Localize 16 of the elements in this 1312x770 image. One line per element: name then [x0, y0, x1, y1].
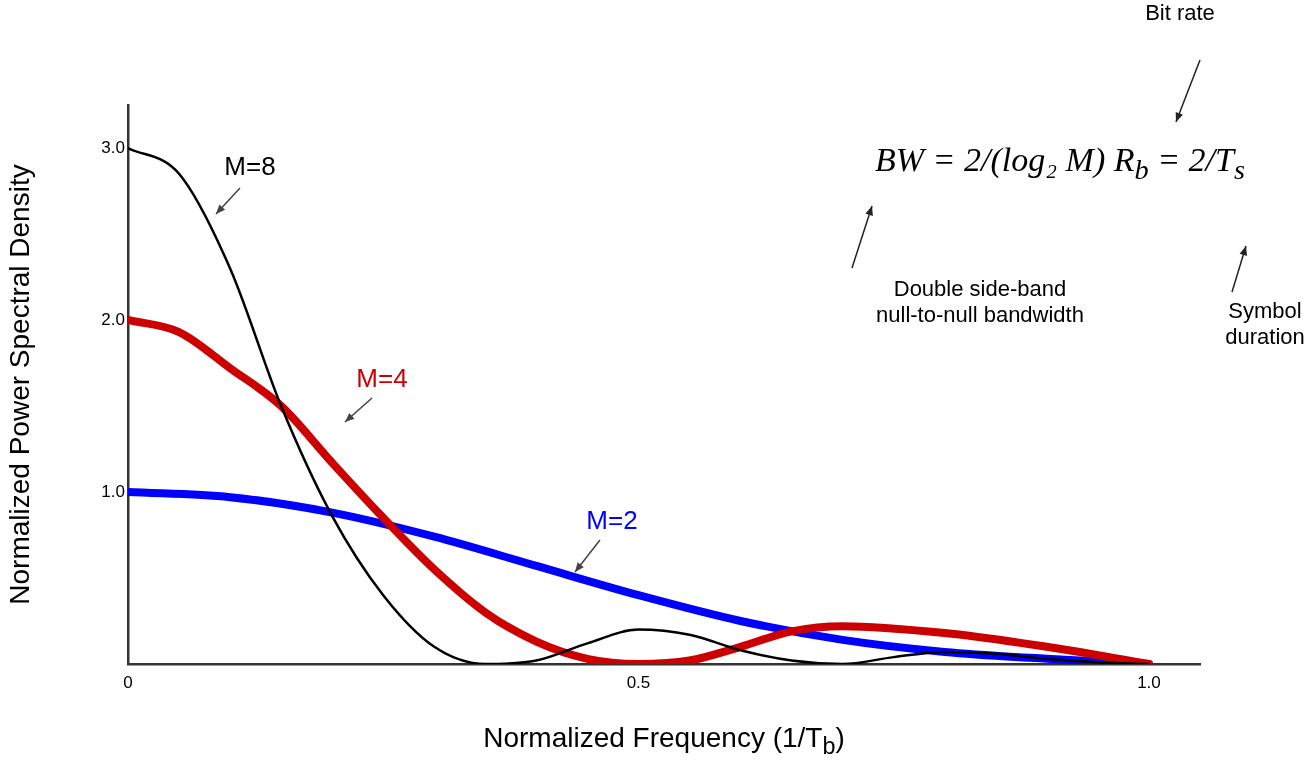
x-tick-label: 0.5: [626, 672, 651, 692]
y-axis-title: Normalized Power Spectral Density: [3, 164, 35, 605]
text: M=4: [356, 363, 408, 394]
y-tick-label: 1.0: [101, 481, 125, 501]
line-series: [128, 146, 1151, 664]
x-tick-label: 1.0: [1137, 672, 1161, 692]
text: Symbol duration: [1225, 298, 1305, 351]
y-tick-label: 3.0: [101, 137, 125, 157]
text: Bit rate: [1145, 0, 1215, 27]
series-label: M=8: [224, 151, 276, 182]
y-tick-label: 2.0: [101, 309, 125, 329]
x-axis-title: Normalized Frequency (1/T$_{b}$): [482, 722, 846, 760]
annotation: BW = 2/(log₂ M) R$_{b}$ = 2/T$_{s}$: [874, 140, 1246, 187]
x-tick-label: 0: [123, 672, 133, 692]
series-label: M=2: [586, 505, 638, 536]
annotation: Double side-band null-to-null bandwidth: [876, 276, 1084, 329]
